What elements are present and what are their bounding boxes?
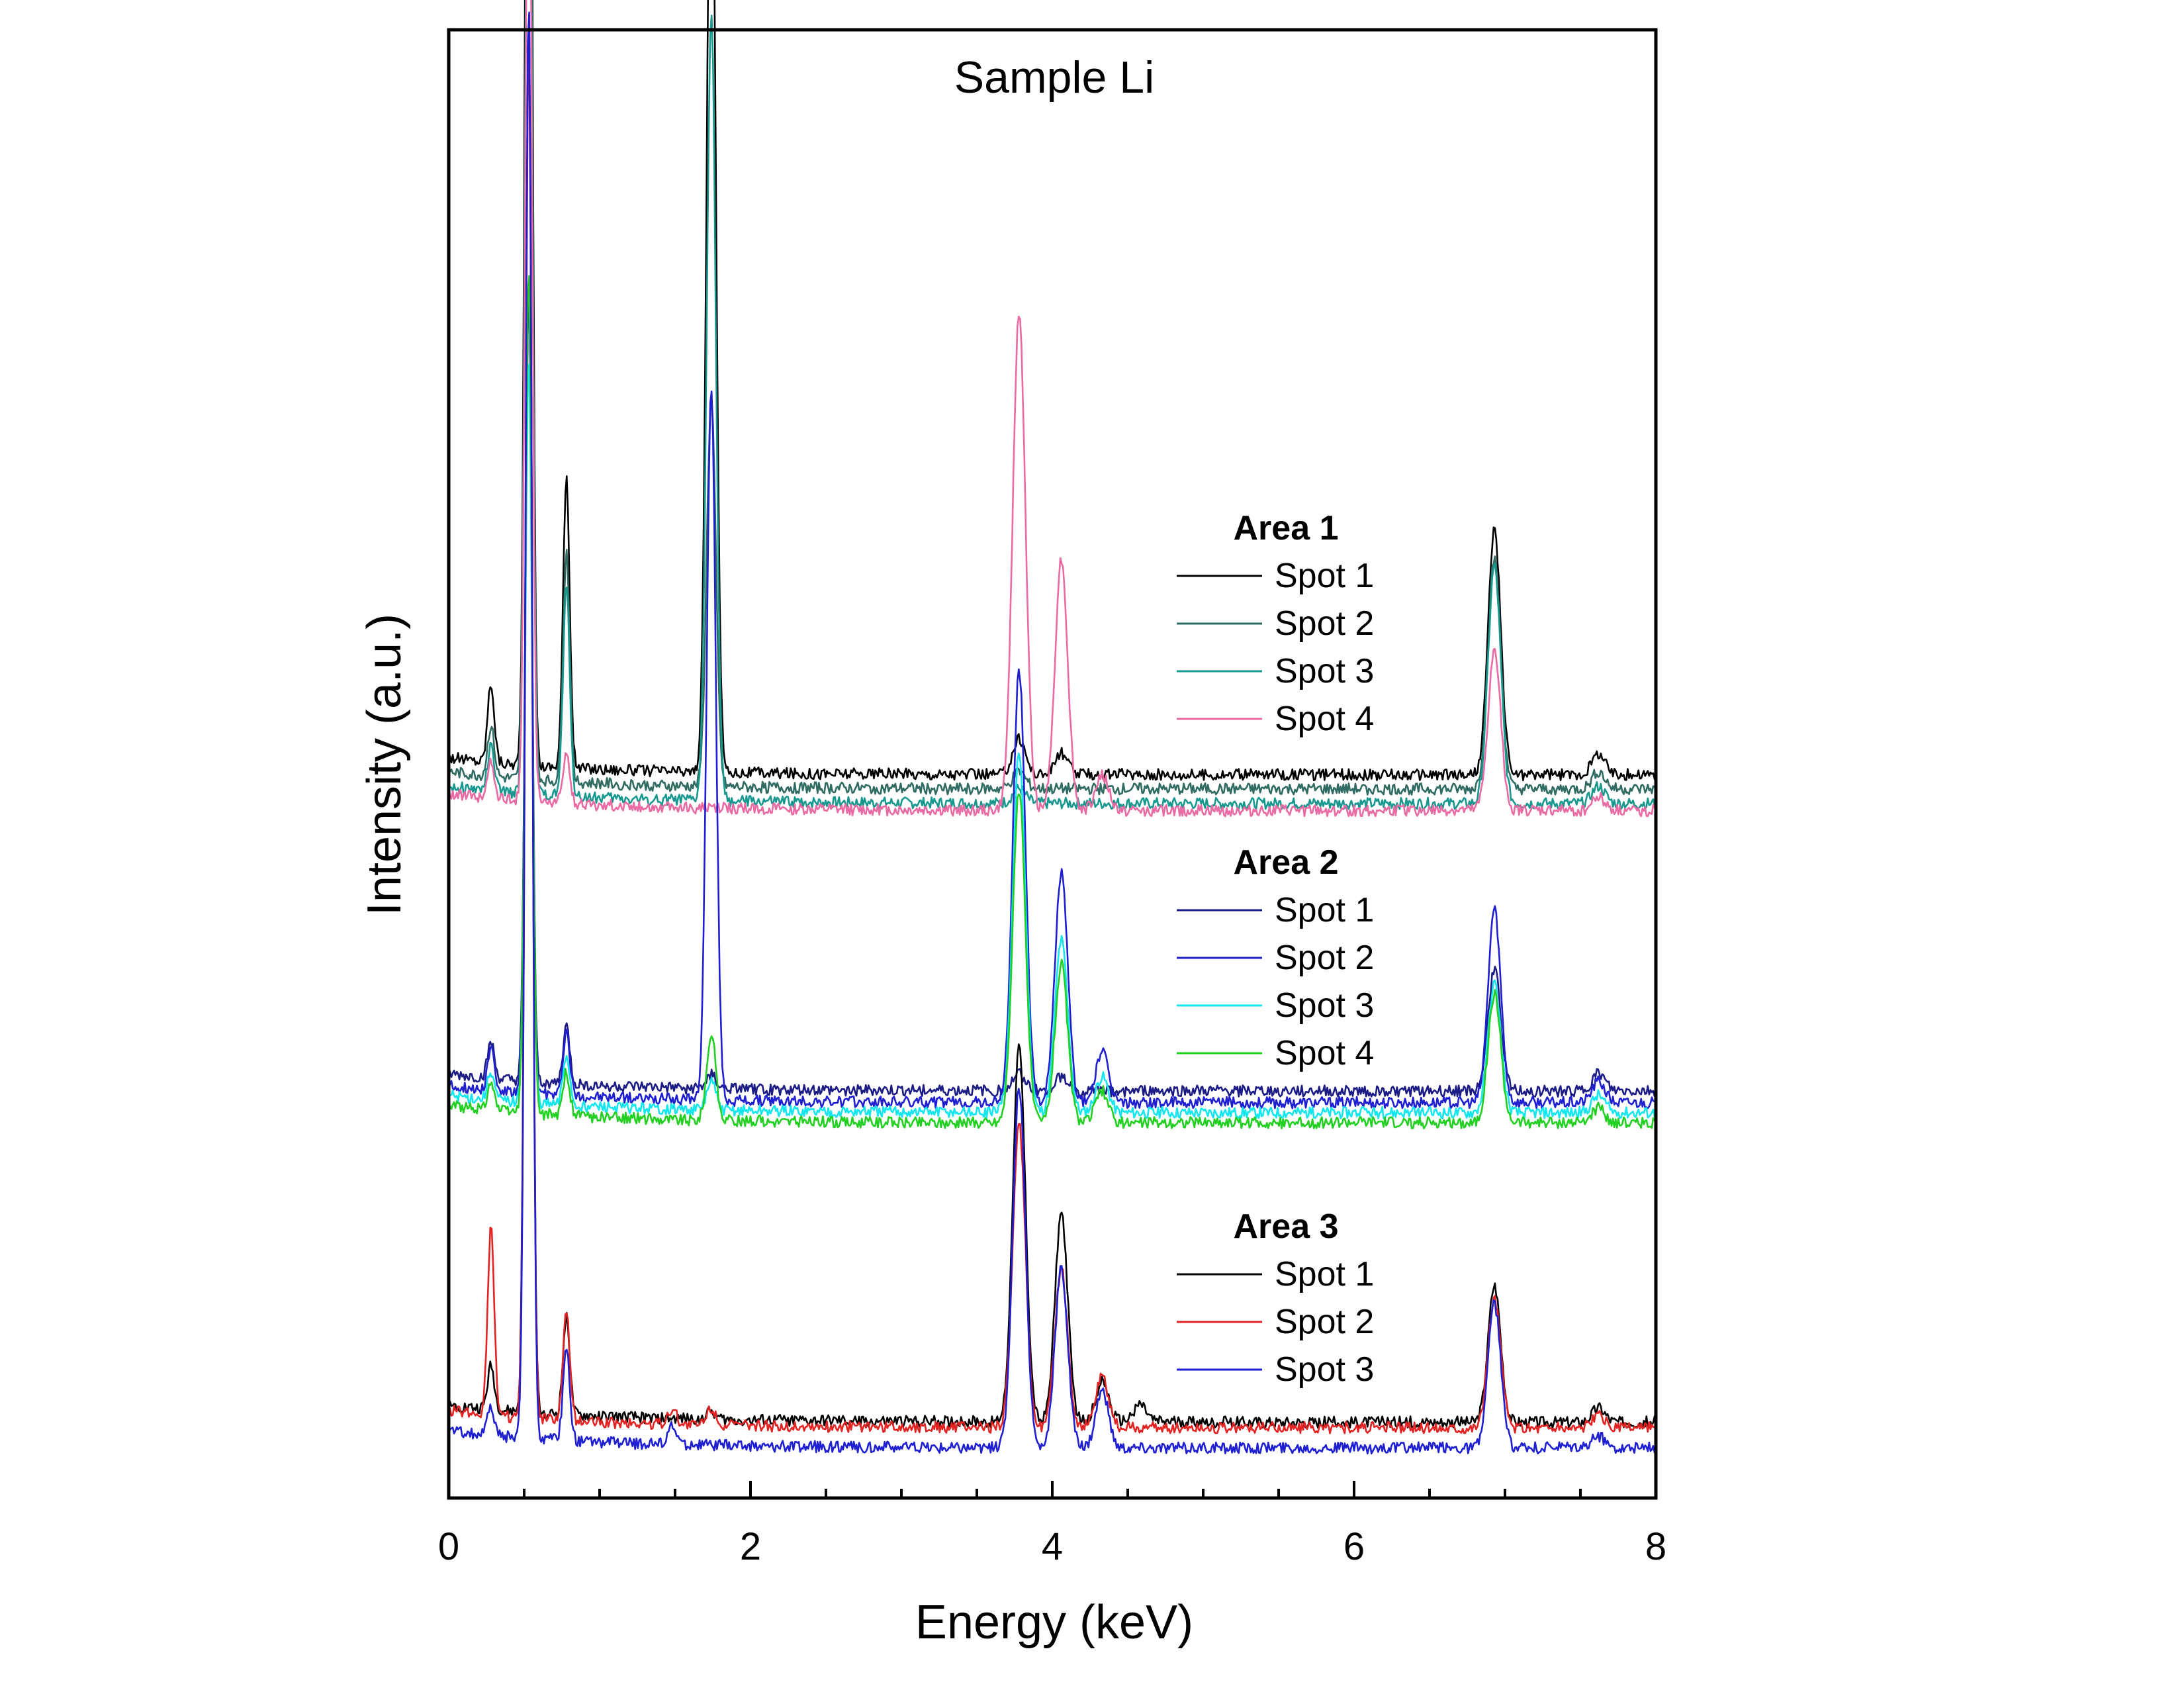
x-axis: 0 2 4 6 8 — [438, 1481, 1666, 1568]
series-line-area1-spot-4 — [447, 0, 1657, 818]
legend-label: Spot 4 — [1275, 700, 1374, 738]
y-axis-label: Intensity (a.u.) — [358, 614, 411, 915]
legend-group-title: Area 2 — [1234, 843, 1339, 882]
series-line-area2-spot-1 — [447, 297, 1657, 1098]
series-line-area1-spot-1 — [447, 0, 1657, 782]
legend-label: Spot 3 — [1275, 1350, 1374, 1389]
series-line-area2-spot-4 — [447, 275, 1657, 1129]
legend-label: Spot 2 — [1275, 604, 1374, 643]
x-axis-label: Energy (keV) — [915, 1596, 1193, 1649]
x-tick-label: 0 — [438, 1525, 459, 1568]
legend-label: Spot 3 — [1275, 986, 1374, 1025]
x-tick-label: 2 — [740, 1525, 761, 1568]
legend-label: Spot 2 — [1275, 1303, 1374, 1341]
legend-group-title: Area 1 — [1234, 509, 1339, 547]
x-tick-label: 4 — [1042, 1525, 1063, 1568]
legend-label: Spot 2 — [1275, 939, 1374, 977]
series-line-area3-spot-1 — [448, 23, 1657, 1429]
spectra-curves — [447, 0, 1657, 1455]
series-line-area2-spot-2 — [447, 295, 1657, 1109]
legend-label: Spot 1 — [1275, 1255, 1374, 1293]
series-line-area1-spot-2 — [447, 0, 1657, 796]
x-tick-label: 8 — [1645, 1525, 1666, 1568]
series-line-area3-spot-3 — [447, 11, 1657, 1455]
legend-group-title: Area 3 — [1234, 1207, 1339, 1246]
legend-label: Spot 1 — [1275, 557, 1374, 595]
series-line-area2-spot-3 — [448, 363, 1657, 1119]
series-line-area1-spot-3 — [448, 0, 1657, 810]
x-tick-label: 6 — [1343, 1525, 1365, 1568]
chart-title: Sample Li — [954, 52, 1154, 103]
legends: Area 1 Spot 1 Spot 2 Spot 3 Spot 4 Area 2 Spot… — [1177, 509, 1374, 1389]
series-line-area3-spot-2 — [447, 47, 1657, 1434]
legend-label: Spot 4 — [1275, 1034, 1374, 1072]
legend-label: Spot 3 — [1275, 652, 1374, 690]
legend-label: Spot 1 — [1275, 891, 1374, 929]
